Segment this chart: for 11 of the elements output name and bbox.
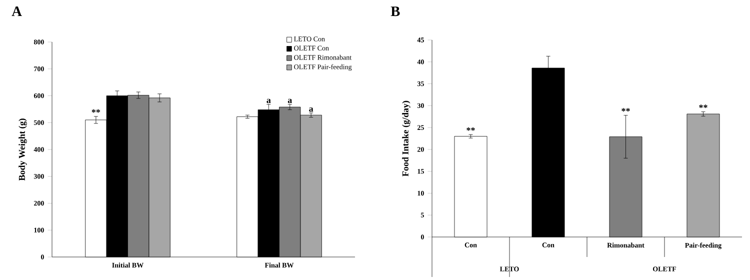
data-label: ** — [699, 104, 708, 108]
data-label: a — [266, 98, 271, 104]
data-label: a — [288, 98, 292, 104]
data-label: ** — [466, 127, 475, 131]
data-label: ** — [622, 108, 630, 112]
chart-title: A — [12, 6, 22, 16]
y-axis-title: Food Intake (g/day) — [402, 100, 410, 176]
chart-title: B — [390, 6, 400, 16]
data-label: a — [309, 107, 314, 112]
y-axis-title: Body Weight (g) — [18, 118, 27, 181]
data-label: ** — [92, 109, 100, 113]
